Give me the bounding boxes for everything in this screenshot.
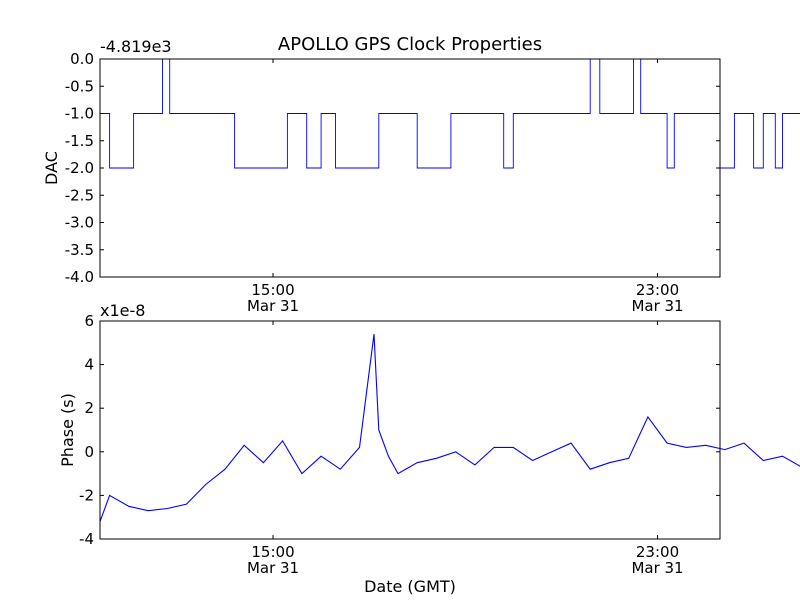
phase-axes-frame (99, 320, 721, 540)
phase-offset-label: x1e-8 (100, 301, 145, 320)
dac-x-tick-time: 23:00 (636, 281, 679, 299)
dac-y-tick-label: -2.5 (65, 186, 94, 204)
phase-y-axis: 6 4 2 0 -2 -4 (79, 312, 720, 548)
phase-series-line (99, 334, 800, 522)
dac-y-tick-label: -0.5 (65, 77, 94, 95)
figure-title: APOLLO GPS Clock Properties (278, 34, 542, 55)
phase-y-tick-label: 2 (84, 399, 94, 417)
dac-x-tick-time: 15:00 (251, 281, 294, 299)
phase-y-axis-label: Phase (s) (58, 393, 77, 467)
dac-y-tick-label: -3.0 (65, 214, 94, 232)
dac-x-tick-date: Mar 31 (247, 297, 299, 315)
phase-x-tick-time: 23:00 (636, 543, 679, 561)
dac-y-tick-label: -2.0 (65, 159, 94, 177)
phase-plot-area (99, 320, 800, 540)
dac-y-axis: 0.0 -0.5 -1.0 -1.5 -2.0 -2.5 -3.0 -3.5 -4.0 (65, 50, 720, 286)
phase-x-tick-time: 15:00 (251, 543, 294, 561)
dac-offset-label: -4.819e3 (100, 37, 172, 56)
dac-y-tick-label: -1.5 (65, 132, 94, 150)
phase-x-tick-date: Mar 31 (247, 559, 299, 577)
phase-y-tick-label: 0 (84, 443, 94, 461)
phase-y-tick-label: -2 (79, 486, 94, 504)
phase-y-tick-label: 4 (84, 356, 94, 374)
dac-series-line (100, 58, 800, 169)
dac-y-tick-label: -3.5 (65, 241, 94, 259)
phase-y-tick-label: 6 (84, 312, 94, 330)
dac-panel: 0.0 -0.5 -1.0 -1.5 -2.0 -2.5 -3.0 -3.5 -4.0 15:0… (42, 37, 800, 315)
dac-y-tick-label: -1.0 (65, 105, 94, 123)
dac-y-axis-label: DAC (42, 151, 61, 185)
phase-y-tick-label: -4 (79, 530, 94, 548)
dac-y-tick-label: 0.0 (70, 50, 94, 68)
dac-y-tick-label: -4.0 (65, 268, 94, 286)
dac-x-tick-date: Mar 31 (631, 297, 683, 315)
phase-x-axis-label: Date (GMT) (364, 577, 456, 596)
phase-x-tick-date: Mar 31 (631, 559, 683, 577)
